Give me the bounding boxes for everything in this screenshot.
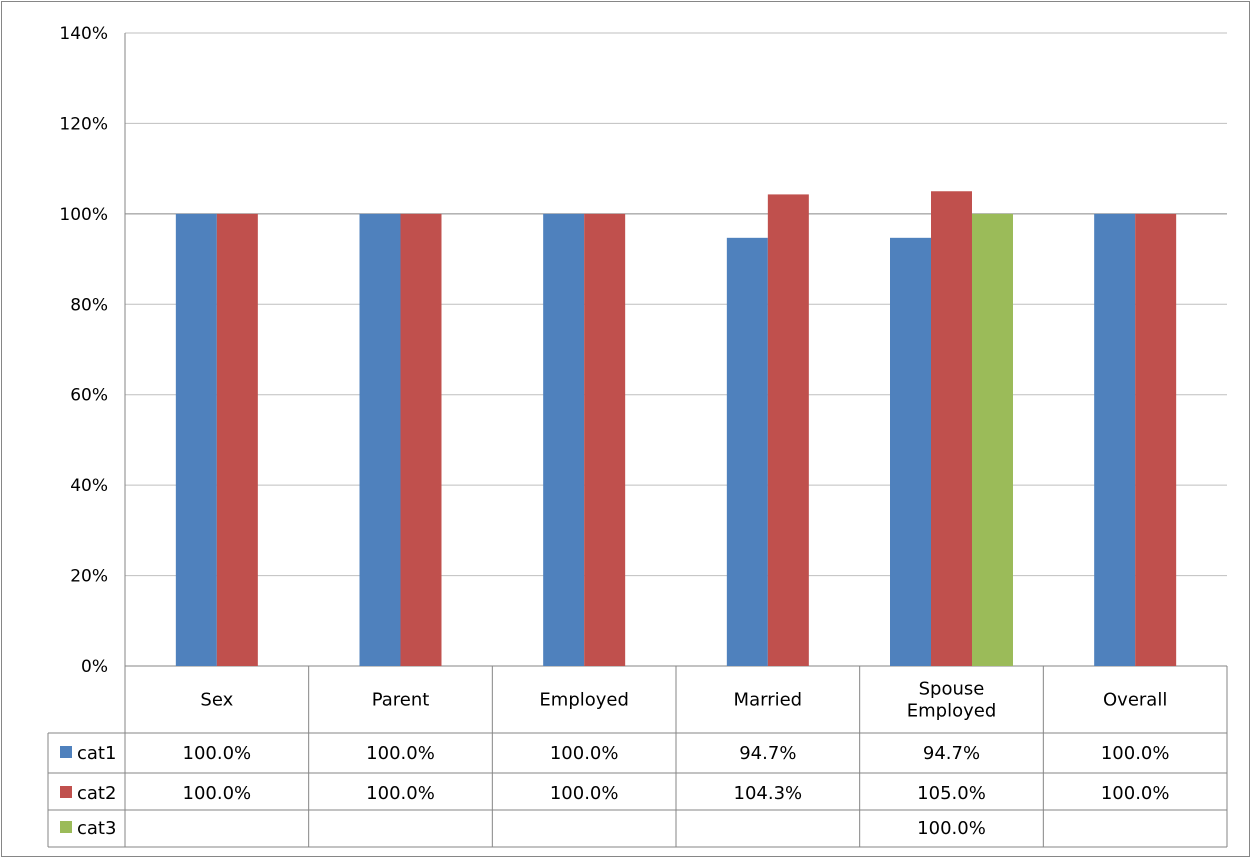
y-tick-label: 100%: [59, 205, 108, 225]
data-label-cat1: 94.7%: [739, 743, 796, 764]
category-label: Sex: [200, 690, 233, 711]
bars: [175, 191, 1177, 667]
data-label-cat2: 104.3%: [734, 783, 803, 804]
bar-cat2: [767, 194, 809, 667]
data-label-cat2: 100.0%: [1101, 783, 1170, 804]
data-label-cat1: 100.0%: [366, 743, 435, 764]
legend-label-cat2: cat2: [77, 783, 116, 804]
legend-key-cat1: [60, 746, 72, 758]
data-label-cat2: 100.0%: [183, 783, 252, 804]
legend-key-cat3: [60, 821, 72, 833]
category-label: Employed: [907, 701, 997, 722]
bar-cat2: [1135, 213, 1177, 666]
y-tick-label: 40%: [70, 476, 108, 496]
y-tick-label: 140%: [59, 24, 108, 44]
category-label: Spouse: [919, 679, 985, 700]
y-tick-label: 60%: [70, 386, 108, 406]
bar-cat2: [216, 213, 258, 666]
legend-key-cat2: [60, 786, 72, 798]
legend-label-cat3: cat3: [77, 818, 116, 839]
bar-cat1: [890, 237, 931, 666]
data-table: Sex Parent Employed MarriedSpouseEmployedOv…: [47, 666, 1228, 848]
y-tick-label: 120%: [59, 114, 108, 134]
data-label-cat3: 100.0%: [917, 818, 986, 839]
legend-label-cat1: cat1: [77, 743, 116, 764]
category-label: Married: [734, 690, 803, 711]
bar-cat2: [400, 213, 442, 666]
bar-cat1: [359, 213, 401, 666]
bar-cat3: [972, 213, 1013, 666]
bar-cat1: [543, 213, 585, 666]
bar-cat2: [931, 191, 972, 666]
data-label-cat2: 100.0%: [550, 783, 619, 804]
y-tick-label: 80%: [70, 295, 108, 315]
data-label-cat1: 100.0%: [1101, 743, 1170, 764]
data-label-cat1: 100.0%: [183, 743, 252, 764]
bar-cat2: [584, 213, 626, 666]
bar-cat1: [175, 213, 217, 666]
bar-cat1: [726, 237, 768, 666]
category-label: Overall: [1103, 690, 1167, 711]
bar-cat1: [1094, 213, 1136, 666]
data-label-cat2: 105.0%: [917, 783, 986, 804]
data-label-cat2: 100.0%: [366, 783, 435, 804]
category-label: Employed: [539, 690, 629, 711]
data-label-cat1: 94.7%: [923, 743, 980, 764]
y-tick-label: 20%: [70, 567, 108, 587]
category-label: Parent: [372, 690, 430, 711]
y-tick-label: 0%: [81, 657, 108, 677]
data-label-cat1: 100.0%: [550, 743, 619, 764]
y-axis: 0% 20% 40% 60% 80% 100% 120% 140%: [59, 24, 1227, 677]
